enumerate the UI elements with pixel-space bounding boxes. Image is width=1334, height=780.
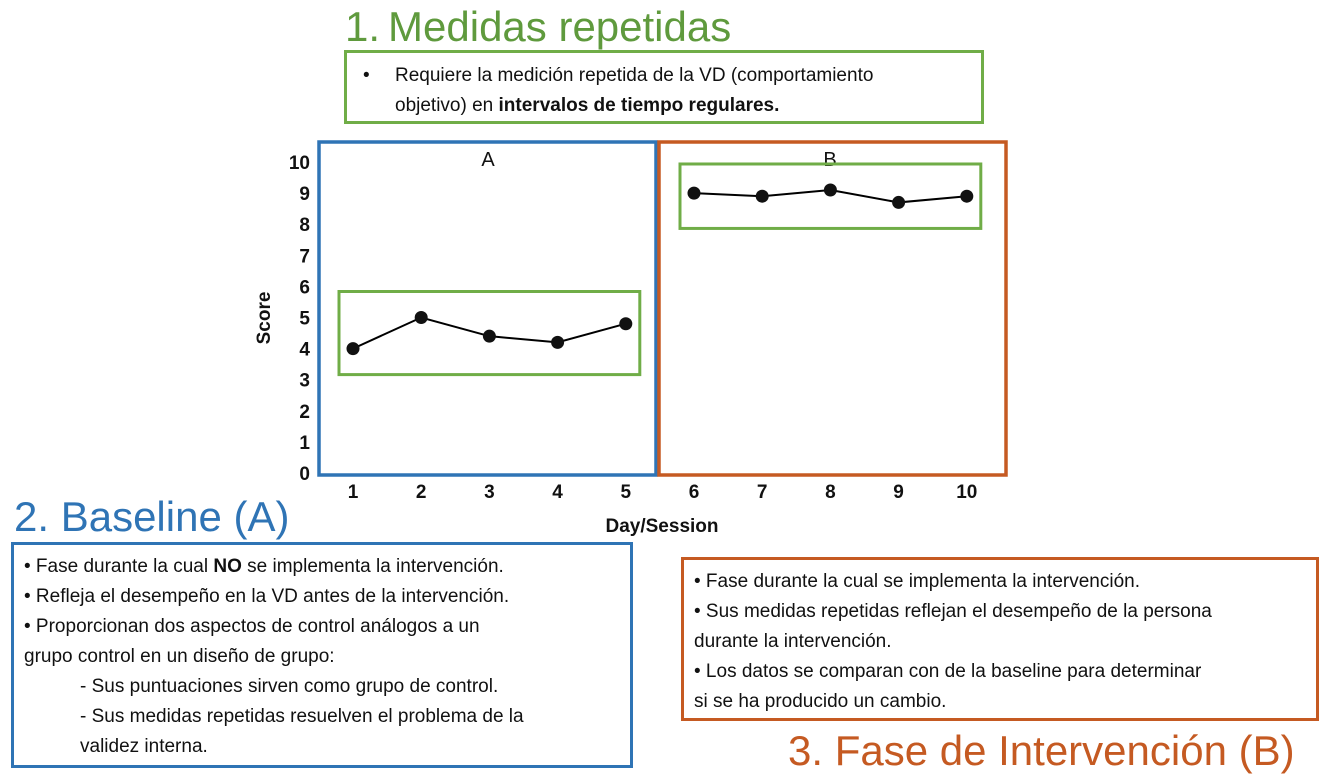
y-tick-label: 8	[299, 215, 310, 236]
data-point	[551, 335, 565, 349]
section1-line2: objetivo) en intervalos de tiempo regula…	[395, 91, 873, 121]
section2-bullet1: • Fase durante la cual NO se implementa …	[24, 552, 524, 582]
section3-bullet2-line1: • Sus medidas repetidas reflejan el dese…	[694, 601, 1212, 622]
x-tick-label: 6	[689, 482, 700, 503]
section2-b1-end: se implementa la intervención.	[241, 556, 504, 577]
section2-title: 2. Baseline (A)	[14, 493, 290, 540]
data-point	[892, 195, 906, 209]
section2-sub2-line1: - Sus medidas repetidas resuelven el pro…	[80, 706, 524, 727]
x-tick-label: 8	[825, 482, 836, 503]
section1-title: Medidas repetidas	[388, 3, 732, 50]
data-point	[482, 329, 496, 343]
section3-bullet3-line1: • Los datos se comparan con de la baseli…	[694, 661, 1202, 682]
section2-bullet3-line2: grupo control en un diseño de grupo:	[24, 646, 335, 667]
y-tick-label: 10	[289, 153, 310, 174]
y-tick-label: 5	[299, 309, 310, 330]
x-tick-label: 9	[893, 482, 904, 503]
section3-bullet1: • Fase durante la cual se implementa la …	[694, 571, 1140, 592]
y-tick-label: 0	[299, 464, 310, 485]
chart-data	[337, 162, 983, 377]
section1-line2-bold: intervalos de tiempo regulares.	[498, 95, 780, 116]
section3-bullet3-line2: si se ha producido un cambio.	[694, 691, 947, 712]
section1-heading: 1. Medidas repetidas	[345, 3, 731, 51]
section2-b1-start: • Fase durante la cual	[24, 556, 214, 577]
x-tick-label: 10	[956, 482, 977, 503]
section3-box: • Fase durante la cual se implementa la …	[681, 557, 1319, 721]
data-point	[755, 189, 769, 203]
x-tick-label: 2	[416, 482, 427, 503]
y-axis-label: Score	[254, 292, 275, 345]
y-tick-label: 1	[299, 433, 310, 454]
y-tick-label: 3	[299, 371, 310, 392]
chart-axes: 0 1 2 3 4 5 6 7 8 9 10 1 2 3 4 5 6 7 8 9 10 Day/Session Score	[254, 153, 977, 537]
section1-line2-start: objetivo) en	[395, 95, 499, 116]
phase-a-box	[317, 140, 658, 477]
data-point	[823, 183, 837, 197]
x-tick-label: 3	[484, 482, 495, 503]
section2-sub2-line2: validez interna.	[80, 736, 208, 757]
x-tick-label: 4	[552, 482, 563, 503]
phase-b-highlight-box	[678, 162, 983, 230]
y-tick-label: 7	[299, 246, 310, 267]
section2-sub1: - Sus puntuaciones sirven como grupo de …	[80, 676, 499, 697]
section1-number: 1.	[345, 3, 381, 50]
section3-bullet2-line2: durante la intervención.	[694, 631, 892, 652]
data-point	[960, 189, 974, 203]
data-point	[619, 317, 633, 331]
x-tick-label: 7	[757, 482, 768, 503]
phase-b-box	[657, 140, 1008, 477]
y-tick-label: 9	[299, 184, 310, 205]
x-tick-label: 1	[348, 482, 359, 503]
y-tick-label: 4	[299, 340, 310, 361]
section2-box: • Fase durante la cual NO se implementa …	[11, 542, 633, 768]
section2-bullet2: • Refleja el desempeño en la VD antes de…	[24, 586, 510, 607]
data-point	[414, 311, 428, 324]
section2-bullet3-line1: • Proporcionan dos aspectos de control a…	[24, 616, 480, 637]
bullet-dot: •	[363, 65, 370, 86]
section1-box: • Requiere la medición repetida de la VD…	[344, 50, 984, 124]
section1-bullet-item: • Requiere la medición repetida de la VD…	[363, 61, 873, 121]
section1-line1: Requiere la medición repetida de la VD (…	[395, 65, 874, 86]
data-point	[687, 186, 701, 200]
phase-label-a: A	[481, 149, 495, 171]
y-tick-label: 6	[299, 277, 310, 298]
data-point	[346, 342, 360, 356]
phase-a-highlight-box	[337, 290, 642, 377]
section2-b1-bold: NO	[213, 556, 242, 577]
x-tick-label: 5	[621, 482, 632, 503]
x-axis-label: Day/Session	[606, 516, 719, 537]
section3-title: 3. Fase de Intervención (B)	[788, 727, 1295, 774]
phase-label-b: B	[823, 149, 836, 171]
y-tick-label: 2	[299, 402, 310, 423]
